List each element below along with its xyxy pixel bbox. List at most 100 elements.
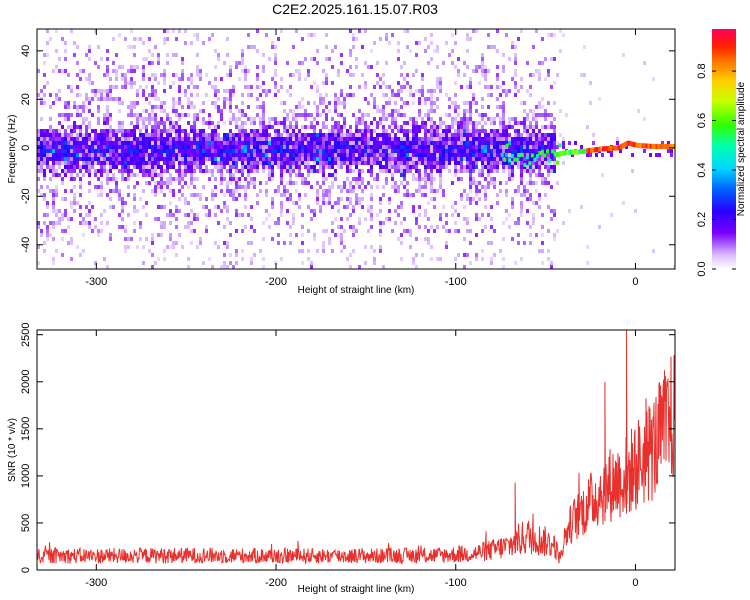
spectrogram-cell bbox=[94, 133, 97, 137]
spectrogram-cell bbox=[289, 125, 292, 129]
spectrogram-cell bbox=[418, 205, 421, 209]
spectrogram-cell bbox=[445, 149, 448, 153]
spectrogram-cell bbox=[439, 85, 442, 89]
spectrogram-cell bbox=[49, 233, 52, 237]
spectrogram-cell bbox=[352, 113, 355, 117]
spectrogram-cell bbox=[547, 173, 550, 177]
spectrogram-cell bbox=[97, 65, 100, 69]
spectrogram-cell bbox=[241, 257, 244, 261]
spectrogram-cell bbox=[517, 89, 520, 93]
spectrogram-cell bbox=[592, 133, 595, 137]
spectrogram-cell bbox=[148, 37, 151, 41]
spectrogram-cell bbox=[433, 197, 436, 201]
spectrogram-cell bbox=[403, 149, 406, 153]
spectrogram-cell bbox=[361, 45, 364, 49]
spectrogram-cell bbox=[196, 133, 199, 137]
spectrogram-cell bbox=[538, 173, 541, 177]
spectrogram-cell bbox=[205, 149, 208, 153]
spectrogram-cell bbox=[130, 157, 133, 161]
spectrogram-cell bbox=[259, 105, 262, 109]
spectrogram-cell bbox=[322, 177, 325, 181]
spectrogram-cell bbox=[316, 109, 319, 113]
spectrogram-cell bbox=[343, 205, 346, 209]
spectrogram-cell bbox=[289, 145, 292, 149]
spectrogram-cell bbox=[55, 169, 58, 173]
spectrogram-cell bbox=[157, 205, 160, 209]
spectrogram-cell bbox=[181, 157, 184, 161]
spectrogram-cell bbox=[70, 189, 73, 193]
spectrogram-cell bbox=[364, 145, 367, 149]
spectrogram-cell bbox=[160, 141, 163, 145]
spectrogram-cell bbox=[505, 141, 508, 145]
spectrogram-cell bbox=[433, 161, 436, 165]
spectrogram-cell bbox=[37, 225, 40, 229]
spectrogram-cell bbox=[52, 133, 55, 137]
spectrogram-cell bbox=[397, 165, 400, 169]
spectrogram-cell bbox=[421, 137, 424, 141]
spectrogram-cell bbox=[349, 65, 352, 69]
spectrogram-cell bbox=[457, 73, 460, 77]
spectrogram-cell bbox=[232, 137, 235, 141]
spectrogram-cell bbox=[250, 137, 253, 141]
spectrogram-cell bbox=[217, 245, 220, 249]
spectrogram-cell bbox=[226, 157, 229, 161]
spectrogram-cell bbox=[424, 157, 427, 161]
spectrogram-cell bbox=[616, 137, 619, 141]
spectrogram-cell bbox=[280, 29, 283, 33]
spectrogram-cell bbox=[496, 137, 499, 141]
spectrogram-cell bbox=[436, 141, 439, 145]
spectrogram-cell bbox=[268, 133, 271, 137]
spectrogram-cell bbox=[502, 65, 505, 69]
spectrogram-cell bbox=[271, 77, 274, 81]
spectrogram-cell bbox=[481, 53, 484, 57]
spectrogram-cell bbox=[469, 181, 472, 185]
spectrogram-cell bbox=[43, 85, 46, 89]
spectrogram-cell bbox=[247, 93, 250, 97]
spectrogram-cell bbox=[406, 133, 409, 137]
spectrogram-cell bbox=[253, 145, 256, 149]
spectrogram-cell bbox=[283, 169, 286, 173]
spectrogram-cell bbox=[397, 205, 400, 209]
spectrogram-cell bbox=[301, 233, 304, 237]
spectrogram-cell bbox=[532, 149, 535, 153]
spectrogram-cell bbox=[112, 145, 115, 149]
spectrogram-cell bbox=[160, 133, 163, 137]
spectrogram-cell bbox=[253, 153, 256, 157]
spectrogram-cell bbox=[496, 65, 499, 69]
spectrogram-cell bbox=[538, 205, 541, 209]
spectrogram-cell bbox=[490, 137, 493, 141]
spectrogram-cell bbox=[244, 149, 247, 153]
spectrogram-cell bbox=[454, 137, 457, 141]
spectrogram-cell bbox=[100, 153, 103, 157]
spectrogram-cell bbox=[292, 213, 295, 217]
spectrogram-cell bbox=[511, 169, 514, 173]
spectrogram-cell bbox=[175, 101, 178, 105]
spectrogram-cell bbox=[49, 145, 52, 149]
spectrogram-cell bbox=[154, 105, 157, 109]
spectrogram-cell bbox=[487, 157, 490, 161]
spectrogram-cell bbox=[391, 157, 394, 161]
spectrogram-cell bbox=[112, 161, 115, 165]
spectrogram-cell bbox=[175, 125, 178, 129]
spectrogram-cell bbox=[469, 229, 472, 233]
spectrogram-cell bbox=[397, 149, 400, 153]
spectrogram-cell bbox=[76, 173, 79, 177]
spectrogram-cell bbox=[172, 53, 175, 57]
spectrogram-cell bbox=[481, 73, 484, 77]
spectrogram-cell bbox=[418, 161, 421, 165]
spectrogram-cell bbox=[199, 133, 202, 137]
spectrogram-cell bbox=[304, 177, 307, 181]
spectrogram-cell bbox=[346, 137, 349, 141]
spectrogram-cell bbox=[172, 105, 175, 109]
spectrogram-cell bbox=[580, 145, 583, 149]
spectrogram-cell bbox=[331, 65, 334, 69]
spectrogram-cell bbox=[445, 129, 448, 133]
spectrogram-cell bbox=[166, 117, 169, 121]
spectrogram-cell bbox=[343, 149, 346, 153]
spectrogram-cell bbox=[376, 145, 379, 149]
spectrogram-cell bbox=[130, 137, 133, 141]
spectrogram-cell bbox=[487, 33, 490, 37]
spectrogram-cell bbox=[226, 161, 229, 165]
y-tick-label: -20 bbox=[20, 188, 32, 204]
spectrogram-cell bbox=[211, 193, 214, 197]
